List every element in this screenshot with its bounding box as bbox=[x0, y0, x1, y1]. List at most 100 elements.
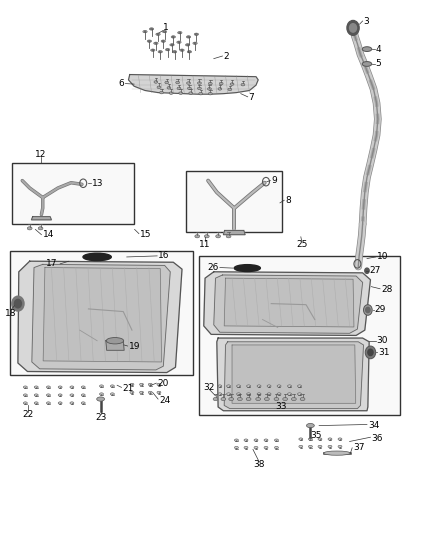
Ellipse shape bbox=[257, 393, 261, 395]
Ellipse shape bbox=[328, 445, 332, 448]
Ellipse shape bbox=[130, 383, 134, 386]
Ellipse shape bbox=[181, 50, 183, 51]
Ellipse shape bbox=[110, 393, 114, 395]
Ellipse shape bbox=[149, 28, 154, 30]
Ellipse shape bbox=[46, 402, 50, 404]
Ellipse shape bbox=[234, 439, 238, 441]
Ellipse shape bbox=[143, 30, 147, 33]
Ellipse shape bbox=[148, 383, 152, 386]
Ellipse shape bbox=[254, 446, 258, 449]
Ellipse shape bbox=[300, 398, 305, 401]
Ellipse shape bbox=[299, 445, 303, 448]
Ellipse shape bbox=[170, 44, 174, 46]
Ellipse shape bbox=[166, 49, 169, 50]
Ellipse shape bbox=[162, 30, 167, 33]
Ellipse shape bbox=[151, 49, 155, 51]
Ellipse shape bbox=[199, 92, 203, 95]
Ellipse shape bbox=[299, 438, 303, 440]
Circle shape bbox=[365, 346, 376, 359]
Circle shape bbox=[364, 305, 372, 316]
Ellipse shape bbox=[257, 385, 261, 387]
Bar bbox=[199, 256, 399, 415]
Ellipse shape bbox=[198, 82, 201, 84]
Text: 14: 14 bbox=[43, 230, 54, 239]
Ellipse shape bbox=[307, 423, 314, 427]
Ellipse shape bbox=[156, 33, 160, 36]
Circle shape bbox=[14, 300, 21, 308]
Ellipse shape bbox=[144, 31, 146, 33]
Text: 37: 37 bbox=[353, 443, 364, 453]
Ellipse shape bbox=[226, 235, 231, 238]
Ellipse shape bbox=[179, 92, 183, 94]
Ellipse shape bbox=[148, 41, 150, 42]
Polygon shape bbox=[224, 342, 364, 409]
Text: 31: 31 bbox=[378, 348, 389, 357]
Ellipse shape bbox=[274, 398, 279, 401]
Text: 29: 29 bbox=[375, 305, 386, 314]
Ellipse shape bbox=[83, 253, 111, 261]
Text: 4: 4 bbox=[376, 45, 381, 54]
Polygon shape bbox=[214, 275, 363, 333]
Ellipse shape bbox=[264, 439, 268, 441]
Text: 7: 7 bbox=[249, 93, 254, 102]
Ellipse shape bbox=[237, 385, 240, 387]
Text: 19: 19 bbox=[128, 342, 140, 351]
Ellipse shape bbox=[187, 36, 190, 38]
Ellipse shape bbox=[288, 385, 291, 387]
Text: 26: 26 bbox=[208, 263, 219, 272]
Ellipse shape bbox=[297, 393, 301, 395]
Ellipse shape bbox=[70, 402, 74, 404]
Ellipse shape bbox=[254, 439, 258, 441]
Text: 30: 30 bbox=[377, 336, 388, 345]
Ellipse shape bbox=[171, 36, 176, 38]
Ellipse shape bbox=[208, 92, 212, 95]
Text: 5: 5 bbox=[376, 60, 381, 68]
Polygon shape bbox=[224, 278, 354, 327]
Ellipse shape bbox=[81, 394, 85, 396]
Ellipse shape bbox=[58, 402, 62, 404]
Text: 24: 24 bbox=[159, 395, 170, 405]
Ellipse shape bbox=[46, 386, 50, 389]
Text: 33: 33 bbox=[275, 402, 286, 411]
Ellipse shape bbox=[46, 394, 50, 396]
Ellipse shape bbox=[106, 337, 124, 344]
Polygon shape bbox=[18, 261, 182, 373]
Ellipse shape bbox=[154, 80, 158, 83]
Ellipse shape bbox=[185, 44, 190, 46]
Text: 27: 27 bbox=[369, 266, 381, 275]
Circle shape bbox=[350, 23, 357, 32]
Ellipse shape bbox=[187, 82, 191, 84]
Ellipse shape bbox=[275, 446, 279, 449]
Polygon shape bbox=[204, 272, 371, 335]
Ellipse shape bbox=[23, 386, 27, 389]
Ellipse shape bbox=[256, 398, 261, 401]
Ellipse shape bbox=[187, 87, 191, 90]
Ellipse shape bbox=[158, 51, 162, 53]
Ellipse shape bbox=[338, 438, 342, 440]
Ellipse shape bbox=[187, 51, 191, 53]
Ellipse shape bbox=[244, 446, 248, 449]
Ellipse shape bbox=[152, 50, 154, 51]
Ellipse shape bbox=[264, 446, 268, 449]
Ellipse shape bbox=[218, 393, 222, 395]
Ellipse shape bbox=[318, 445, 322, 448]
Ellipse shape bbox=[216, 235, 220, 238]
Ellipse shape bbox=[208, 82, 212, 85]
Ellipse shape bbox=[237, 393, 240, 395]
Text: 8: 8 bbox=[285, 196, 291, 205]
Ellipse shape bbox=[110, 385, 114, 387]
Text: 36: 36 bbox=[371, 434, 383, 443]
Text: 2: 2 bbox=[223, 52, 229, 61]
Ellipse shape bbox=[297, 385, 301, 387]
Text: 28: 28 bbox=[381, 285, 392, 294]
Ellipse shape bbox=[362, 62, 372, 66]
Ellipse shape bbox=[147, 40, 152, 42]
Ellipse shape bbox=[194, 43, 196, 44]
Ellipse shape bbox=[178, 42, 180, 43]
Circle shape bbox=[368, 349, 373, 356]
Text: 15: 15 bbox=[140, 230, 151, 239]
Ellipse shape bbox=[130, 391, 134, 394]
Polygon shape bbox=[223, 230, 245, 235]
Ellipse shape bbox=[218, 385, 222, 387]
Ellipse shape bbox=[229, 398, 233, 401]
